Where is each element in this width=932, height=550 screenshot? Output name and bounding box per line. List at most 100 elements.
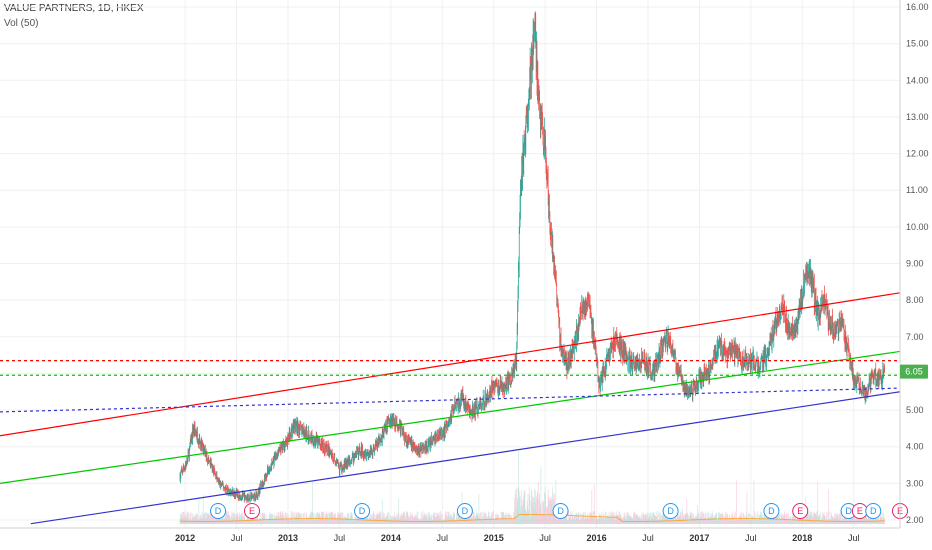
volume-bar: [725, 511, 727, 524]
volume-bar: [488, 512, 490, 524]
dividend-marker-label: D: [667, 506, 674, 516]
volume-bar: [366, 517, 367, 524]
volume-bar: [717, 520, 718, 524]
volume-bar: [651, 517, 652, 524]
dividend-marker: [354, 503, 371, 519]
volume-bar: [741, 516, 743, 524]
volume-bar: [343, 517, 345, 524]
volume-bar: [739, 515, 741, 524]
volume-bar: [774, 519, 776, 524]
volume-bar: [534, 501, 536, 524]
volume-bar: [210, 516, 212, 524]
volume-bar: [864, 514, 866, 524]
volume-bar: [344, 520, 346, 524]
volume-bar: [700, 512, 702, 524]
volume-bar: [528, 511, 529, 524]
volume-bar: [269, 517, 271, 524]
volume-bar: [527, 493, 529, 524]
volume-bar: [728, 519, 730, 524]
volume-bar: [183, 511, 185, 524]
volume-bar: [586, 515, 588, 524]
volume-bar: [291, 519, 292, 524]
volume-bar: [807, 514, 808, 524]
volume-bar: [727, 518, 729, 524]
volume-bar: [617, 515, 619, 524]
volume-bar: [783, 512, 785, 524]
volume-bar: [741, 519, 743, 524]
volume-indicator-label[interactable]: Vol (50): [4, 18, 39, 29]
volume-bar: [648, 516, 650, 524]
volume-bar: [267, 518, 269, 524]
volume-bar: [227, 511, 228, 524]
volume-bar: [226, 512, 228, 524]
volume-bar: [407, 512, 409, 524]
volume-bar: [726, 516, 728, 524]
volume-bar: [191, 519, 193, 524]
volume-bar: [205, 517, 207, 524]
volume-bar: [737, 519, 738, 524]
dividend-marker-label: D: [557, 506, 564, 516]
volume-bar: [449, 516, 450, 524]
volume-bar: [187, 512, 189, 524]
volume-bar: [742, 519, 744, 524]
volume-bar: [662, 514, 663, 524]
volume-bar: [234, 513, 236, 524]
volume-bar: [211, 511, 213, 524]
volume-bar: [613, 512, 615, 524]
volume-bar: [227, 511, 229, 524]
volume-bar: [203, 517, 205, 524]
price-tick-label: 16.00: [906, 2, 929, 12]
volume-bar: [520, 490, 522, 524]
volume-bar: [447, 511, 449, 524]
volume-bar: [503, 515, 505, 524]
volume-bar: [754, 516, 756, 524]
volume-bar: [592, 515, 594, 524]
volume-bar: [705, 519, 707, 524]
volume-bar: [647, 512, 649, 524]
volume-bar: [312, 511, 314, 524]
volume-bar: [288, 518, 290, 524]
volume-bar: [425, 515, 427, 524]
volume-bar: [257, 520, 259, 524]
volume-bar: [546, 506, 547, 524]
volume-bar: [522, 500, 524, 524]
volume-bar: [695, 516, 697, 524]
volume-bar: [356, 516, 358, 524]
volume-bar: [746, 511, 747, 524]
volume-bar: [213, 514, 214, 524]
volume-bar: [386, 515, 387, 524]
volume-bar: [712, 517, 714, 524]
volume-bar: [851, 514, 852, 524]
volume-bar: [529, 499, 531, 524]
volume-bar: [478, 494, 480, 524]
volume-bar: [588, 518, 590, 524]
volume-bar: [670, 519, 672, 524]
volume-bar: [882, 520, 884, 524]
volume-bar: [207, 512, 209, 524]
volume-bar: [828, 489, 829, 524]
volume-bar: [309, 520, 311, 524]
volume-bar: [411, 512, 413, 524]
volume-bar: [591, 516, 593, 524]
volume-bar: [546, 514, 548, 524]
volume-bar: [301, 518, 303, 524]
volume-bar: [299, 514, 301, 524]
volume-bar: [435, 517, 436, 524]
volume-bar: [287, 517, 289, 524]
volume-bar: [379, 511, 381, 524]
volume-bar: [180, 513, 181, 524]
volume-bar: [426, 516, 428, 524]
volume-bar: [697, 505, 698, 524]
volume-bar: [468, 512, 470, 524]
volume-bar: [849, 516, 851, 524]
volume-bar: [791, 517, 793, 524]
volume-bar: [565, 516, 567, 524]
volume-bar: [673, 518, 675, 524]
volume-bar: [278, 515, 279, 524]
volume-bar: [740, 516, 742, 524]
time-axis[interactable]: 2012 Jul 2013 Jul 2014 Jul 2015 Jul 2016 Jul 2017 J…: [175, 533, 859, 543]
volume-bar: [321, 511, 323, 524]
volume-bar: [795, 518, 797, 524]
price-axis[interactable]: 2.003.004.005.006.007.008.009.0010.0011.…: [906, 2, 929, 525]
